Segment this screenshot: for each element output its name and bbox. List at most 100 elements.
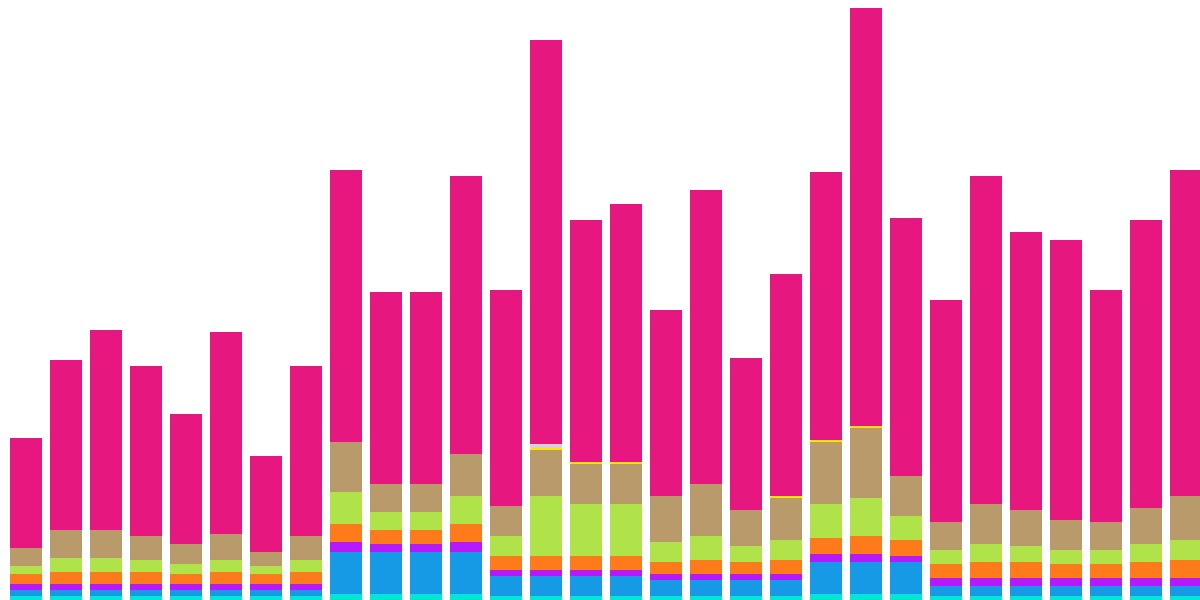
segment-teal bbox=[290, 596, 322, 600]
segment-magenta bbox=[170, 414, 202, 544]
segment-lime bbox=[490, 536, 522, 556]
segment-tan bbox=[930, 522, 962, 550]
segment-orange bbox=[610, 556, 642, 570]
segment-blue bbox=[890, 562, 922, 594]
segment-orange bbox=[730, 562, 762, 574]
bar-1 bbox=[50, 360, 82, 600]
segment-purple bbox=[930, 578, 962, 586]
segment-blue bbox=[770, 580, 802, 596]
segment-lime bbox=[370, 512, 402, 530]
segment-tan bbox=[90, 530, 122, 558]
segment-tan bbox=[250, 552, 282, 566]
segment-purple bbox=[330, 542, 362, 552]
segment-lime bbox=[210, 560, 242, 572]
segment-tan bbox=[650, 496, 682, 542]
bar-21 bbox=[850, 8, 882, 600]
segment-lime bbox=[250, 566, 282, 574]
segment-blue bbox=[1050, 586, 1082, 596]
segment-orange bbox=[810, 538, 842, 554]
segment-teal bbox=[130, 596, 162, 600]
bar-10 bbox=[410, 292, 442, 600]
segment-lime bbox=[330, 492, 362, 524]
segment-purple bbox=[1130, 578, 1162, 586]
segment-blue bbox=[810, 562, 842, 594]
bar-5 bbox=[210, 332, 242, 600]
segment-teal bbox=[850, 594, 882, 600]
segment-teal bbox=[1170, 596, 1200, 600]
segment-tan bbox=[450, 454, 482, 496]
segment-tan bbox=[730, 510, 762, 546]
bar-24 bbox=[970, 176, 1002, 600]
segment-lime bbox=[890, 516, 922, 540]
segment-magenta bbox=[650, 310, 682, 496]
segment-teal bbox=[1130, 596, 1162, 600]
segment-teal bbox=[570, 596, 602, 600]
segment-lime bbox=[410, 512, 442, 530]
segment-magenta bbox=[930, 300, 962, 522]
bar-23 bbox=[930, 300, 962, 600]
segment-magenta bbox=[1010, 232, 1042, 510]
segment-magenta bbox=[130, 366, 162, 536]
segment-lime bbox=[290, 560, 322, 572]
segment-tan bbox=[1170, 496, 1200, 540]
bar-27 bbox=[1090, 290, 1122, 600]
segment-teal bbox=[690, 596, 722, 600]
segment-orange bbox=[10, 574, 42, 584]
segment-orange bbox=[490, 556, 522, 570]
bar-15 bbox=[610, 204, 642, 600]
segment-magenta bbox=[90, 330, 122, 530]
segment-orange bbox=[50, 572, 82, 584]
segment-magenta bbox=[450, 176, 482, 454]
segment-lime bbox=[570, 504, 602, 556]
segment-blue bbox=[490, 576, 522, 596]
segment-blue bbox=[570, 576, 602, 596]
segment-teal bbox=[610, 596, 642, 600]
segment-tan bbox=[850, 428, 882, 498]
segment-blue bbox=[330, 552, 362, 594]
segment-orange bbox=[290, 572, 322, 584]
segment-magenta bbox=[1130, 220, 1162, 508]
bar-13 bbox=[530, 40, 562, 600]
segment-magenta bbox=[610, 204, 642, 462]
bar-17 bbox=[690, 190, 722, 600]
segment-purple bbox=[1170, 578, 1200, 586]
bar-4 bbox=[170, 414, 202, 600]
bar-28 bbox=[1130, 220, 1162, 600]
segment-tan bbox=[610, 464, 642, 504]
segment-blue bbox=[690, 580, 722, 596]
segment-orange bbox=[930, 564, 962, 578]
segment-teal bbox=[170, 596, 202, 600]
segment-teal bbox=[10, 596, 42, 600]
segment-tan bbox=[170, 544, 202, 564]
segment-tan bbox=[1010, 510, 1042, 546]
segment-orange bbox=[970, 562, 1002, 578]
segment-magenta bbox=[570, 220, 602, 462]
bar-8 bbox=[330, 170, 362, 600]
segment-orange bbox=[170, 574, 202, 584]
segment-magenta bbox=[730, 358, 762, 510]
segment-orange bbox=[650, 562, 682, 574]
segment-orange bbox=[690, 560, 722, 574]
segment-orange bbox=[330, 524, 362, 542]
segment-purple bbox=[370, 544, 402, 552]
segment-blue bbox=[930, 586, 962, 596]
segment-tan bbox=[970, 504, 1002, 544]
segment-blue bbox=[450, 552, 482, 594]
segment-magenta bbox=[490, 290, 522, 506]
segment-magenta bbox=[330, 170, 362, 442]
bar-7 bbox=[290, 366, 322, 600]
segment-tan bbox=[890, 476, 922, 516]
segment-lime bbox=[610, 504, 642, 556]
segment-tan bbox=[770, 498, 802, 540]
segment-magenta bbox=[890, 218, 922, 476]
segment-teal bbox=[490, 596, 522, 600]
segment-purple bbox=[410, 544, 442, 552]
segment-lime bbox=[850, 498, 882, 536]
segment-blue bbox=[1090, 586, 1122, 596]
segment-orange bbox=[1090, 564, 1122, 578]
bar-2 bbox=[90, 330, 122, 600]
segment-magenta bbox=[810, 172, 842, 440]
segment-teal bbox=[330, 594, 362, 600]
segment-magenta bbox=[690, 190, 722, 484]
bar-18 bbox=[730, 358, 762, 600]
